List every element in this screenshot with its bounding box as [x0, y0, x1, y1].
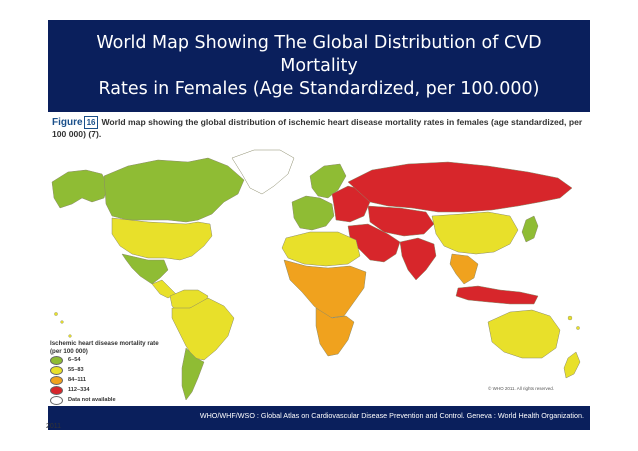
region-southeast-asia	[449, 253, 479, 285]
region-brazil	[171, 297, 235, 361]
region-greenland	[231, 149, 295, 195]
region-usa	[111, 217, 213, 261]
region-sub-saharan-africa	[283, 259, 367, 319]
region-alaska	[51, 169, 109, 209]
figure-number: 16	[83, 116, 99, 129]
legend-swatch	[50, 395, 63, 405]
legend-swatch	[50, 355, 63, 365]
legend-title: Ischemic heart disease mortality rate (p…	[50, 340, 159, 355]
legend-label: Data not available	[68, 397, 116, 403]
region-scandinavia	[309, 163, 347, 199]
legend-item: Data not available	[50, 395, 200, 405]
figure-caption-text: World map showing the global distributio…	[52, 117, 583, 139]
region-eastern-europe	[331, 185, 371, 223]
source-bar: WHO/WHF/WSO : Global Atlas on Cardiovasc…	[48, 406, 590, 430]
slide-title: World Map Showing The Global Distributio…	[96, 32, 542, 99]
legend-swatch	[50, 375, 63, 385]
source-citation: WHO/WHF/WSO : Global Atlas on Cardiovasc…	[199, 411, 584, 420]
legend-item: 84–111	[50, 375, 200, 385]
region-japan	[521, 215, 539, 243]
citation-year: 2011	[46, 423, 62, 430]
legend-item: 55–83	[50, 365, 200, 375]
legend-label: 112–334	[68, 387, 90, 393]
region-indonesia	[455, 285, 539, 305]
legend-swatch	[50, 365, 63, 375]
region-canada	[103, 157, 245, 223]
map-legend: Ischemic heart disease mortality rate (p…	[50, 340, 200, 405]
copyright-notice: © WHO 2011. All rights reserved.	[488, 386, 555, 391]
legend-swatch	[50, 385, 63, 395]
region-india	[399, 237, 437, 281]
pacific-islands	[54, 312, 580, 338]
region-mexico	[121, 253, 169, 285]
region-russia	[347, 161, 573, 213]
region-australia	[487, 309, 561, 359]
region-argentina	[181, 347, 205, 401]
region-north-africa	[281, 231, 361, 267]
title-bar: World Map Showing The Global Distributio…	[48, 20, 590, 112]
figure-label: Figure	[52, 117, 83, 128]
region-new-zealand	[563, 351, 581, 379]
slide: World Map Showing The Global Distributio…	[48, 20, 590, 430]
legend-label: 6–54	[68, 357, 81, 363]
legend-item: 112–334	[50, 385, 200, 395]
legend-items: 6–54 55–83 84–111 112–334 Data not avail…	[50, 355, 200, 405]
region-southern-africa	[315, 307, 355, 357]
region-central-asia	[367, 205, 435, 237]
legend-item: 6–54	[50, 355, 200, 365]
region-western-europe	[291, 195, 335, 231]
world-map	[51, 149, 581, 401]
figure-caption: Figure 16 World map showing the global dis…	[52, 116, 588, 140]
legend-label: 84–111	[68, 377, 87, 383]
region-china	[431, 211, 519, 255]
legend-label: 55–83	[68, 367, 84, 373]
